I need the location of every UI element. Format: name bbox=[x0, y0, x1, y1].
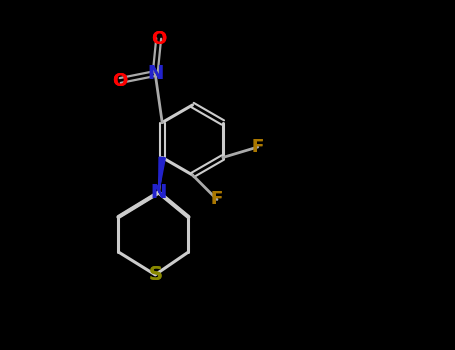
Text: O: O bbox=[112, 71, 128, 90]
Text: N: N bbox=[151, 183, 167, 202]
Text: O: O bbox=[112, 71, 128, 90]
Text: O: O bbox=[151, 29, 167, 48]
Text: S: S bbox=[148, 265, 162, 284]
Text: N: N bbox=[147, 64, 163, 83]
Text: N: N bbox=[147, 64, 163, 83]
Text: S: S bbox=[148, 265, 162, 284]
Text: F: F bbox=[252, 138, 264, 156]
Text: N: N bbox=[151, 183, 167, 202]
Text: F: F bbox=[211, 190, 223, 209]
Text: F: F bbox=[211, 190, 223, 209]
Text: F: F bbox=[252, 138, 264, 156]
Polygon shape bbox=[159, 157, 165, 192]
Text: O: O bbox=[151, 29, 167, 48]
